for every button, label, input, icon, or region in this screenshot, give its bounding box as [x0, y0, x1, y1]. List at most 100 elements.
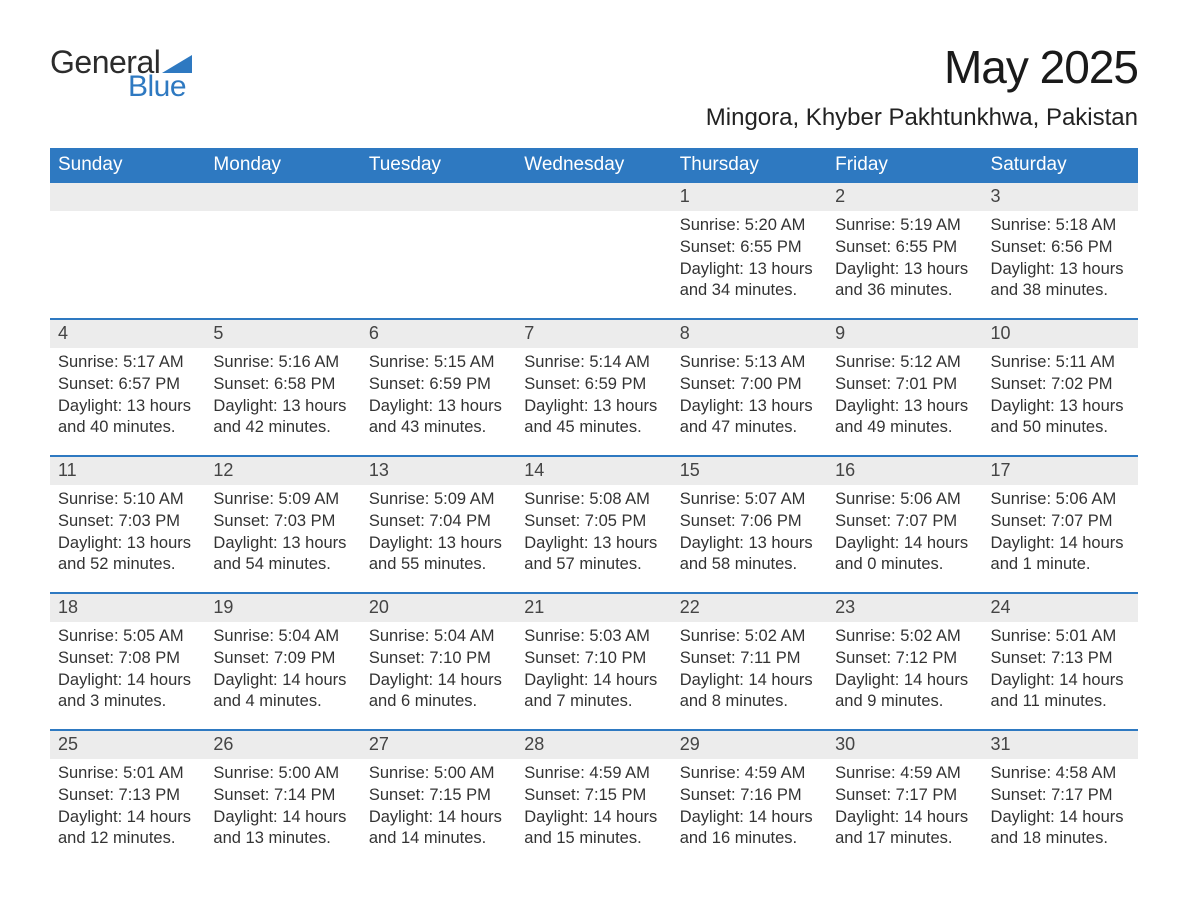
sunset-text: Sunset: 7:09 PM [213, 648, 352, 670]
sunrise-text: Sunrise: 5:05 AM [58, 626, 197, 648]
day-content-cell: Sunrise: 5:04 AMSunset: 7:10 PMDaylight:… [361, 622, 516, 730]
sunset-text: Sunset: 7:17 PM [835, 785, 974, 807]
sunrise-text: Sunrise: 5:11 AM [991, 352, 1130, 374]
day-content-cell [361, 211, 516, 319]
day-number-cell: 12 [205, 456, 360, 485]
day-number-cell: 6 [361, 319, 516, 348]
day-number-cell: 28 [516, 730, 671, 759]
day-content-cell: Sunrise: 5:01 AMSunset: 7:13 PMDaylight:… [50, 759, 205, 867]
day-number-cell: 16 [827, 456, 982, 485]
day-number-cell: 14 [516, 456, 671, 485]
day-number-cell: 11 [50, 456, 205, 485]
weekday-header: Tuesday [361, 148, 516, 183]
day-number-cell: 30 [827, 730, 982, 759]
day-number: 16 [835, 460, 855, 480]
day-number-cell: 31 [983, 730, 1138, 759]
sunrise-text: Sunrise: 5:19 AM [835, 215, 974, 237]
day-content-cell: Sunrise: 4:59 AMSunset: 7:16 PMDaylight:… [672, 759, 827, 867]
day-number: 17 [991, 460, 1011, 480]
location: Mingora, Khyber Pakhtunkhwa, Pakistan [706, 104, 1138, 132]
day-number: 28 [524, 734, 544, 754]
day-number: 9 [835, 323, 845, 343]
day-content-cell: Sunrise: 5:06 AMSunset: 7:07 PMDaylight:… [827, 485, 982, 593]
day-number-cell: 1 [672, 183, 827, 211]
day-content-cell: Sunrise: 4:59 AMSunset: 7:17 PMDaylight:… [827, 759, 982, 867]
day-content-cell: Sunrise: 5:03 AMSunset: 7:10 PMDaylight:… [516, 622, 671, 730]
day-content-cell: Sunrise: 5:06 AMSunset: 7:07 PMDaylight:… [983, 485, 1138, 593]
sunrise-text: Sunrise: 5:00 AM [213, 763, 352, 785]
brand-word2: Blue [128, 72, 192, 102]
day-content-cell: Sunrise: 5:00 AMSunset: 7:14 PMDaylight:… [205, 759, 360, 867]
day-number: 10 [991, 323, 1011, 343]
day-content-cell: Sunrise: 5:02 AMSunset: 7:11 PMDaylight:… [672, 622, 827, 730]
daylight-text: Daylight: 14 hours and 8 minutes. [680, 670, 819, 714]
day-number: 15 [680, 460, 700, 480]
day-number-cell: 20 [361, 593, 516, 622]
sunset-text: Sunset: 7:11 PM [680, 648, 819, 670]
daylight-text: Daylight: 13 hours and 47 minutes. [680, 396, 819, 440]
daylight-text: Daylight: 14 hours and 14 minutes. [369, 807, 508, 851]
sunrise-text: Sunrise: 5:13 AM [680, 352, 819, 374]
calendar-table: Sunday Monday Tuesday Wednesday Thursday… [50, 148, 1138, 867]
sunset-text: Sunset: 7:15 PM [524, 785, 663, 807]
daylight-text: Daylight: 13 hours and 50 minutes. [991, 396, 1130, 440]
sunset-text: Sunset: 7:05 PM [524, 511, 663, 533]
sunrise-text: Sunrise: 5:18 AM [991, 215, 1130, 237]
day-number: 30 [835, 734, 855, 754]
sunrise-text: Sunrise: 5:09 AM [213, 489, 352, 511]
daylight-text: Daylight: 13 hours and 49 minutes. [835, 396, 974, 440]
daylight-text: Daylight: 13 hours and 43 minutes. [369, 396, 508, 440]
sunrise-text: Sunrise: 5:09 AM [369, 489, 508, 511]
week-content-row: Sunrise: 5:17 AMSunset: 6:57 PMDaylight:… [50, 348, 1138, 456]
sunset-text: Sunset: 7:16 PM [680, 785, 819, 807]
day-content-cell [50, 211, 205, 319]
day-content-cell: Sunrise: 5:04 AMSunset: 7:09 PMDaylight:… [205, 622, 360, 730]
sunset-text: Sunset: 7:00 PM [680, 374, 819, 396]
daylight-text: Daylight: 14 hours and 15 minutes. [524, 807, 663, 851]
weekday-header: Friday [827, 148, 982, 183]
day-number: 12 [213, 460, 233, 480]
day-number-cell: 10 [983, 319, 1138, 348]
sunrise-text: Sunrise: 5:16 AM [213, 352, 352, 374]
sunrise-text: Sunrise: 5:06 AM [835, 489, 974, 511]
daylight-text: Daylight: 13 hours and 36 minutes. [835, 259, 974, 303]
day-content-cell: Sunrise: 5:19 AMSunset: 6:55 PMDaylight:… [827, 211, 982, 319]
sunset-text: Sunset: 6:56 PM [991, 237, 1130, 259]
sunrise-text: Sunrise: 5:17 AM [58, 352, 197, 374]
day-number-cell: 19 [205, 593, 360, 622]
day-content-cell: Sunrise: 4:58 AMSunset: 7:17 PMDaylight:… [983, 759, 1138, 867]
daylight-text: Daylight: 13 hours and 52 minutes. [58, 533, 197, 577]
day-number-cell: 21 [516, 593, 671, 622]
day-number: 5 [213, 323, 223, 343]
day-number: 18 [58, 597, 78, 617]
sunset-text: Sunset: 6:55 PM [835, 237, 974, 259]
daylight-text: Daylight: 13 hours and 54 minutes. [213, 533, 352, 577]
daylight-text: Daylight: 14 hours and 12 minutes. [58, 807, 197, 851]
day-content-cell: Sunrise: 5:09 AMSunset: 7:04 PMDaylight:… [361, 485, 516, 593]
day-number: 26 [213, 734, 233, 754]
sunrise-text: Sunrise: 5:03 AM [524, 626, 663, 648]
sunset-text: Sunset: 7:03 PM [58, 511, 197, 533]
day-content-cell: Sunrise: 5:10 AMSunset: 7:03 PMDaylight:… [50, 485, 205, 593]
sunrise-text: Sunrise: 5:20 AM [680, 215, 819, 237]
daylight-text: Daylight: 14 hours and 17 minutes. [835, 807, 974, 851]
sunset-text: Sunset: 7:12 PM [835, 648, 974, 670]
day-content-cell: Sunrise: 4:59 AMSunset: 7:15 PMDaylight:… [516, 759, 671, 867]
day-content-cell: Sunrise: 5:20 AMSunset: 6:55 PMDaylight:… [672, 211, 827, 319]
sunset-text: Sunset: 7:10 PM [369, 648, 508, 670]
day-number-cell: 13 [361, 456, 516, 485]
day-number-cell [516, 183, 671, 211]
day-content-cell: Sunrise: 5:12 AMSunset: 7:01 PMDaylight:… [827, 348, 982, 456]
day-content-cell: Sunrise: 5:00 AMSunset: 7:15 PMDaylight:… [361, 759, 516, 867]
sunset-text: Sunset: 6:58 PM [213, 374, 352, 396]
daylight-text: Daylight: 13 hours and 57 minutes. [524, 533, 663, 577]
weekday-header-row: Sunday Monday Tuesday Wednesday Thursday… [50, 148, 1138, 183]
week-content-row: Sunrise: 5:10 AMSunset: 7:03 PMDaylight:… [50, 485, 1138, 593]
daylight-text: Daylight: 13 hours and 42 minutes. [213, 396, 352, 440]
sunrise-text: Sunrise: 5:08 AM [524, 489, 663, 511]
day-content-cell: Sunrise: 5:15 AMSunset: 6:59 PMDaylight:… [361, 348, 516, 456]
weekday-header: Monday [205, 148, 360, 183]
day-number: 20 [369, 597, 389, 617]
day-number: 13 [369, 460, 389, 480]
sunset-text: Sunset: 7:07 PM [991, 511, 1130, 533]
